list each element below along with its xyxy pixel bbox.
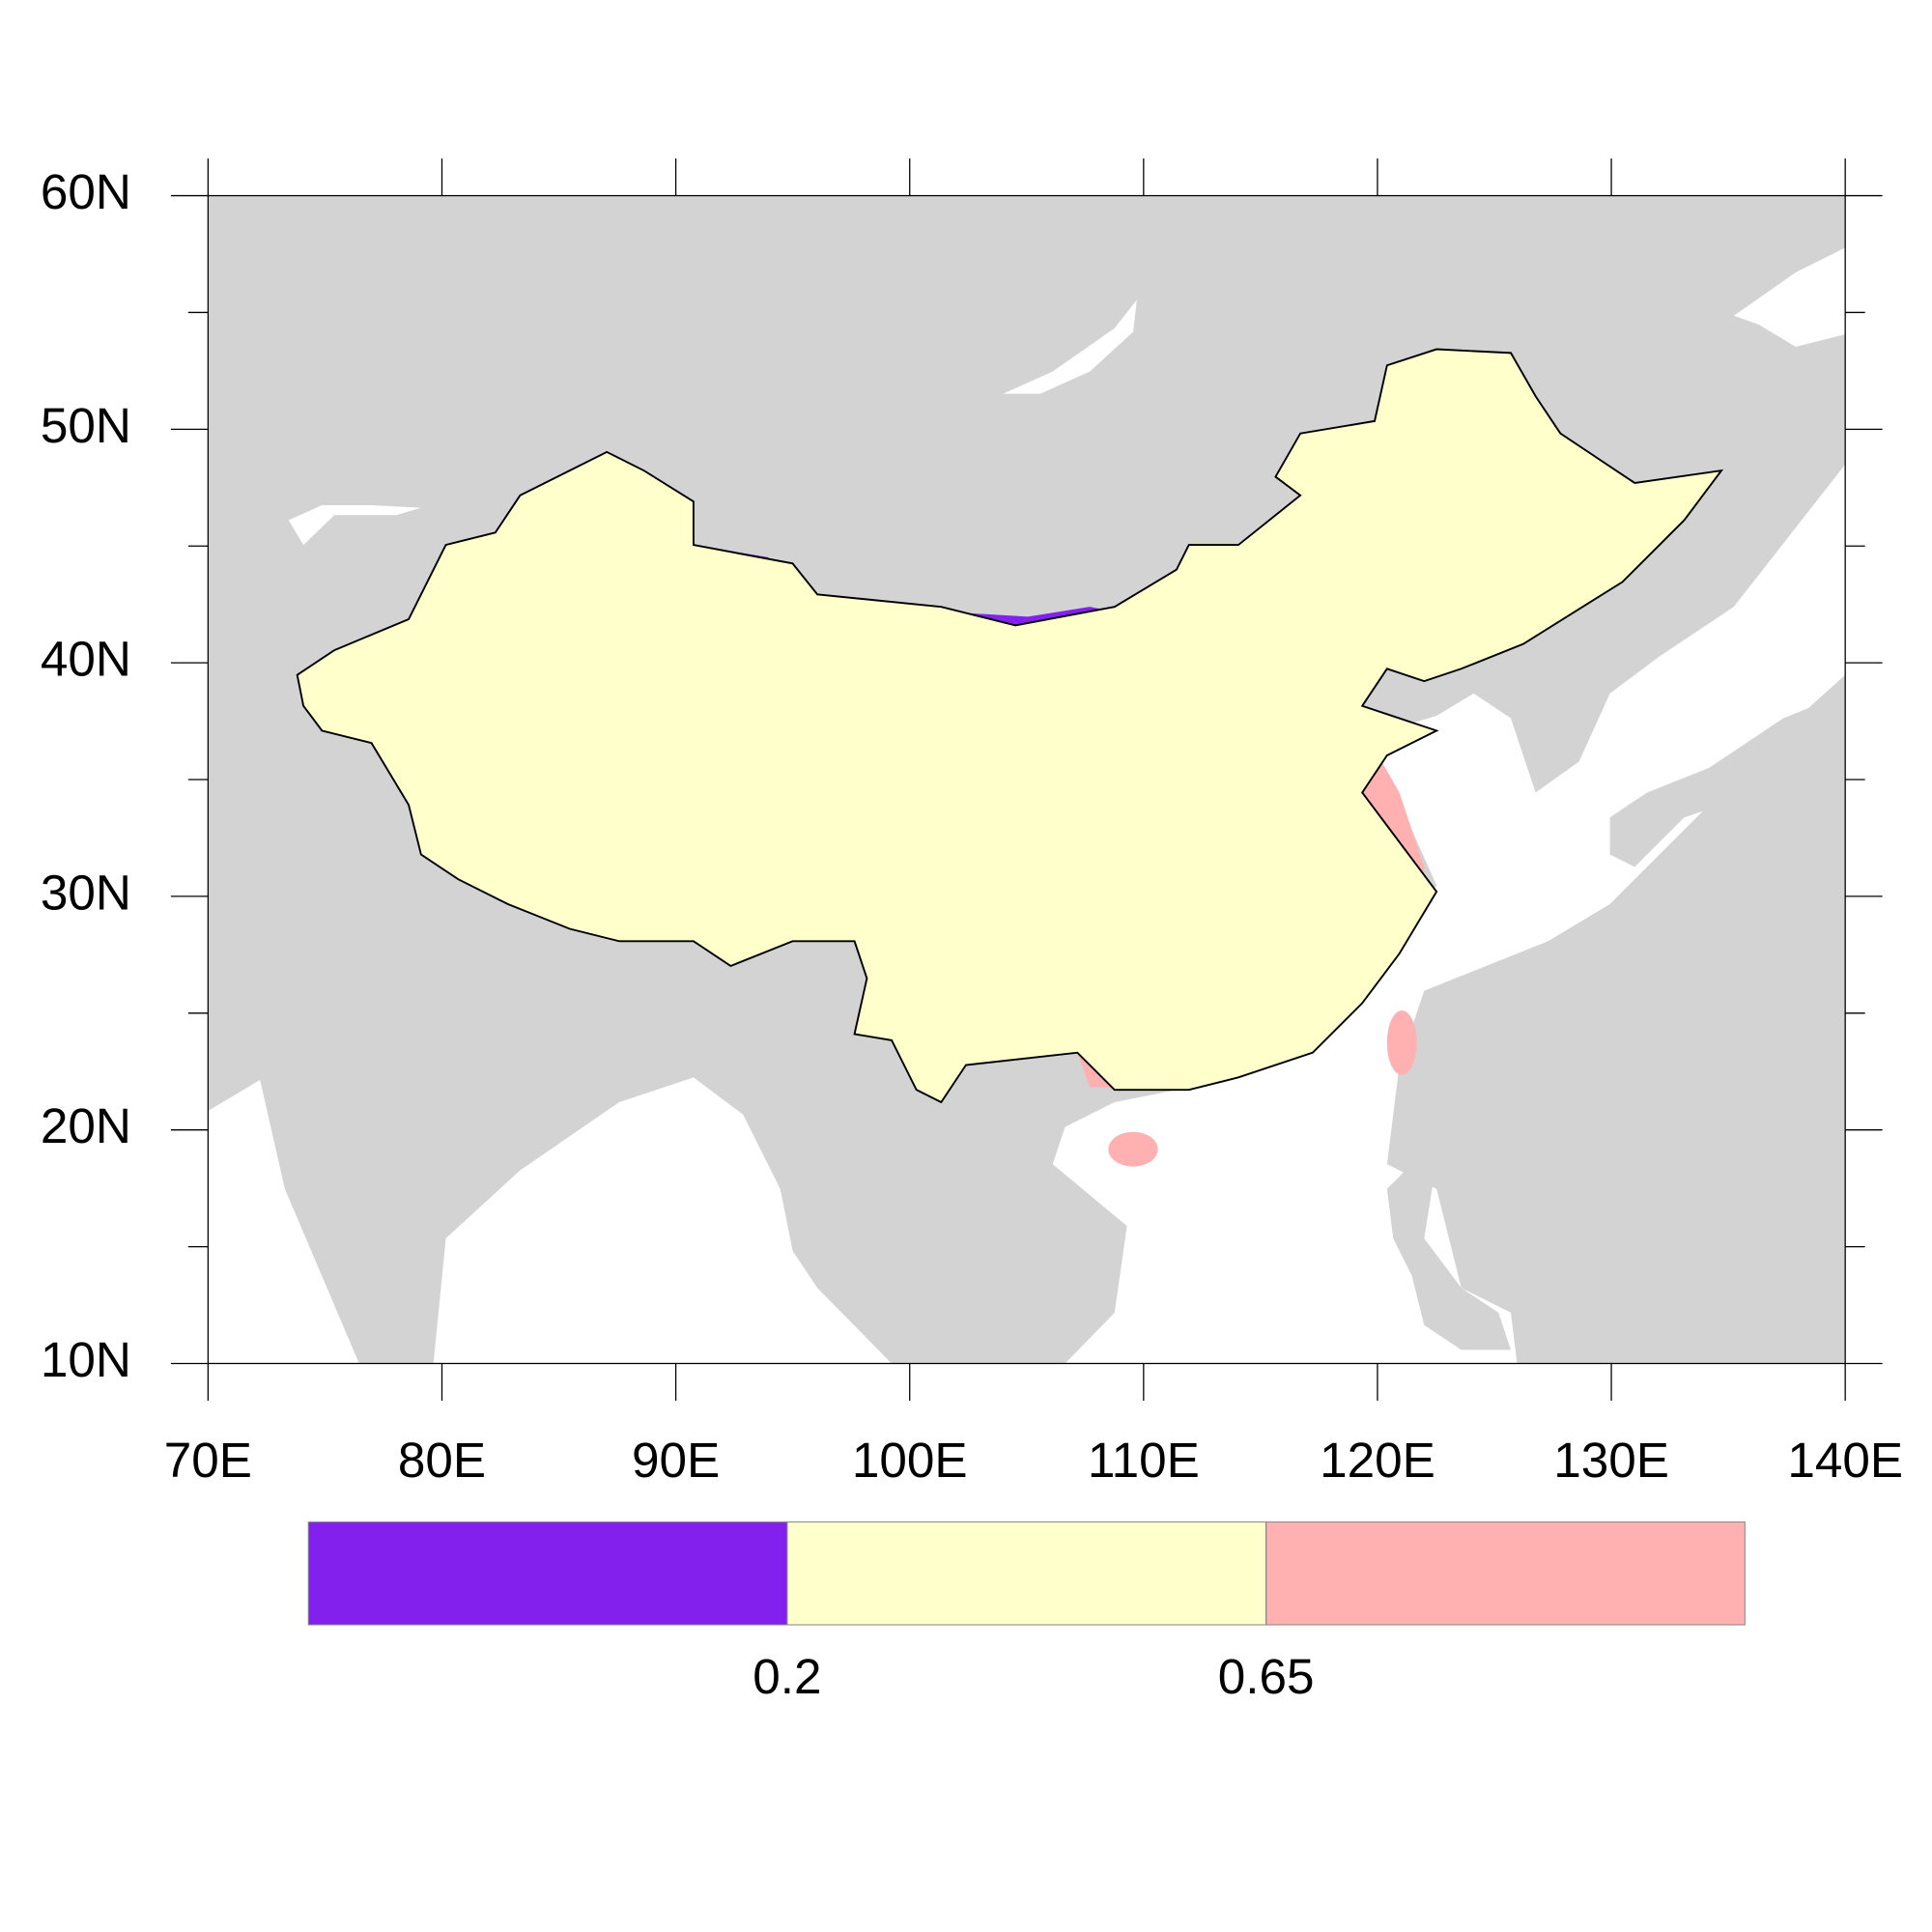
lake-balkhash: [288, 505, 421, 546]
y-tick-label: 20N: [41, 1098, 131, 1153]
y-tick-label: 50N: [41, 398, 131, 453]
bay-of-bengal: [433, 1077, 893, 1364]
x-tick-label: 80E: [398, 1433, 486, 1488]
x-tick-label: 140E: [1787, 1433, 1903, 1488]
sea-of-okhotsk: [1733, 247, 1846, 347]
x-tick-label: 120E: [1320, 1433, 1435, 1488]
arabian-sea: [208, 1079, 359, 1364]
x-tick-label: 70E: [164, 1433, 252, 1488]
x-tick-label: 110E: [1088, 1433, 1200, 1488]
y-tick-label: 40N: [41, 632, 131, 687]
y-tick-label: 30N: [41, 865, 131, 920]
y-tick-label: 60N: [41, 164, 131, 219]
taiwan: [1386, 1010, 1417, 1075]
map-group: 70E 80E 90E 100E 110E 120E 130E 140E 10N 20N 30N 40…: [41, 158, 1903, 1704]
pacific: [1052, 464, 1846, 1364]
colorbar-label: 0.65: [1218, 1649, 1315, 1704]
colorbar-label: 0.2: [753, 1649, 821, 1704]
philippines: [1386, 1164, 1512, 1350]
islands: [1386, 693, 1846, 1350]
y-tick-label: 10N: [41, 1332, 131, 1387]
colorbar-box: [1265, 1521, 1746, 1626]
lake-baikal: [1003, 299, 1137, 394]
colorbar-box: [786, 1521, 1267, 1626]
x-tick-label: 90E: [632, 1433, 720, 1488]
water: [208, 247, 1846, 1364]
colorbar-box: [307, 1521, 788, 1626]
japan: [1609, 693, 1846, 867]
x-tick-label: 130E: [1553, 1433, 1669, 1488]
hainan: [1108, 1131, 1158, 1167]
x-tick-label: 100E: [852, 1433, 968, 1488]
